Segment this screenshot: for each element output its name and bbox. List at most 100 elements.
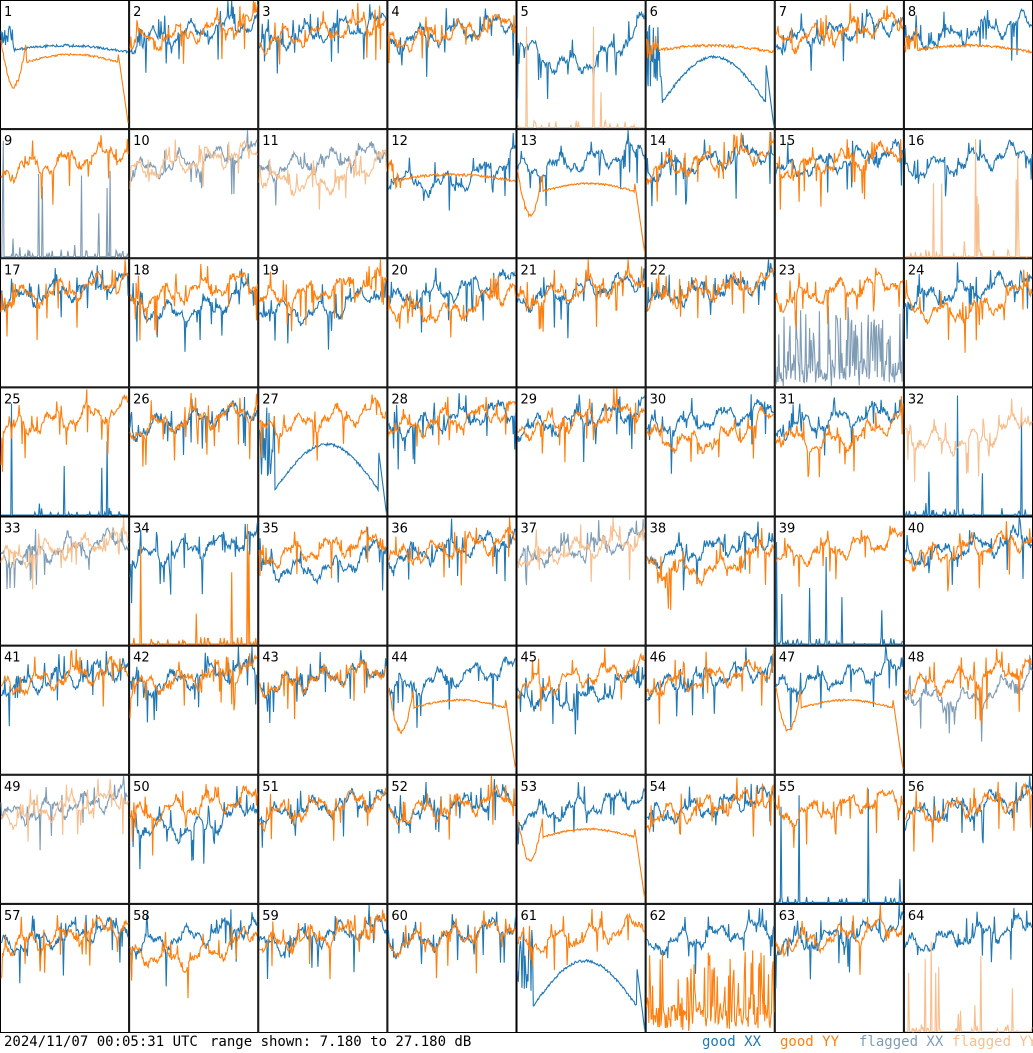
series-yy-line [516, 259, 646, 332]
series-xx-line [387, 8, 516, 77]
panel-label: 50 [133, 780, 150, 795]
panel-label: 29 [521, 392, 538, 407]
series-yy-line [259, 909, 387, 980]
panel-label: 48 [908, 651, 925, 666]
series-xx-line [129, 785, 258, 870]
series-yy-line [517, 517, 646, 582]
panel-44: 44 [387, 645, 517, 775]
panel-52: 52 [387, 774, 517, 904]
series-yy-line [129, 263, 258, 341]
series-yy-line [387, 13, 516, 64]
timestamp: 2024/11/07 00:05:31 UTC [4, 1034, 198, 1050]
panel-label: 7 [779, 5, 787, 20]
panel-30: 30 [645, 387, 775, 517]
series-yy-line [129, 392, 258, 467]
panel-frame [258, 258, 388, 388]
panel-frame [0, 516, 130, 646]
series-yy-line [129, 784, 258, 856]
panel-39: 39 [774, 516, 904, 646]
series-yy-line [0, 135, 129, 205]
panel-label: 11 [262, 134, 279, 149]
panel-6: 6 [645, 0, 775, 130]
legend-flagged-xx: flagged XX [859, 1034, 944, 1050]
series-yy-line [775, 686, 904, 769]
series-xx-line [904, 907, 1033, 963]
series-xx-line [129, 396, 258, 456]
series-xx-line [516, 927, 646, 1030]
series-xx-line [258, 527, 387, 591]
panel-frame [774, 129, 904, 259]
panel-14: 14 [645, 129, 775, 259]
panel-label: 34 [133, 522, 150, 537]
panel-frame [387, 258, 517, 388]
series-xx-line [646, 24, 775, 126]
series-xx-line [904, 8, 1033, 61]
panel-label: 43 [262, 651, 279, 666]
panel-label: 13 [521, 134, 538, 149]
panel-frame [903, 645, 1033, 775]
series-xx-line [129, 268, 258, 352]
panel-label: 33 [4, 522, 21, 537]
series-xx-line [258, 141, 387, 206]
panel-frame [129, 129, 259, 259]
series-yy-line [775, 3, 904, 56]
panel-frame [645, 258, 775, 388]
series-yy-line [646, 777, 775, 837]
panel-label: 52 [391, 780, 408, 795]
series-yy-line [258, 148, 387, 210]
panel-label: 31 [779, 392, 796, 407]
legend-good-yy: good YY [780, 1034, 840, 1050]
series-yy-line [775, 139, 904, 210]
panel-label: 39 [779, 522, 796, 537]
series-xx-line [775, 138, 904, 193]
panel-8: 8 [903, 0, 1033, 130]
panel-label: 20 [391, 263, 408, 278]
series-yy-line [0, 517, 129, 590]
series-xx-line [646, 259, 775, 315]
panel-46: 46 [645, 645, 775, 775]
panel-label: 5 [521, 5, 529, 20]
series-xx-line [387, 779, 516, 834]
panel-9: 9 [0, 129, 130, 259]
series-xx-line [904, 262, 1033, 339]
panel-19: 19 [258, 258, 388, 388]
panel-label: 47 [779, 651, 796, 666]
panel-label: 38 [650, 522, 667, 537]
series-xx-line [129, 0, 258, 73]
panel-label: 17 [4, 263, 21, 278]
panel-label: 4 [391, 5, 399, 20]
series-yy-line [387, 687, 517, 769]
panel-2: 2 [129, 0, 259, 130]
series-xx-line [775, 8, 904, 71]
series-xx-line [129, 522, 258, 604]
panel-label: 6 [650, 5, 658, 20]
panel-23: 23 [774, 258, 904, 388]
series-yy-line [258, 659, 387, 720]
panel-13: 13 [516, 129, 646, 259]
panel-label: 49 [4, 780, 21, 795]
series-yy-line [0, 915, 129, 979]
panel-label: 59 [262, 909, 279, 924]
panel-34: 34 [129, 516, 259, 646]
panel-29: 29 [516, 387, 646, 517]
series-yy-line [775, 787, 904, 848]
panel-28: 28 [387, 387, 517, 517]
series-yy-line [775, 267, 904, 329]
panel-frame [645, 0, 775, 130]
panel-frame [129, 258, 259, 388]
panel-label: 45 [521, 651, 538, 666]
series-xx-line [0, 527, 129, 590]
series-yy-line [130, 523, 258, 646]
panel-frame [903, 774, 1033, 904]
panel-label: 18 [133, 263, 150, 278]
series-yy-line [387, 275, 517, 338]
series-yy-line [0, 778, 129, 842]
panel-label: 53 [521, 780, 538, 795]
series-yy-line [387, 775, 516, 840]
panel-label: 9 [4, 134, 12, 149]
series-xx-line [1, 140, 129, 259]
panel-label: 44 [391, 651, 408, 666]
panel-frame [258, 774, 388, 904]
panel-5: 5 [516, 0, 646, 130]
